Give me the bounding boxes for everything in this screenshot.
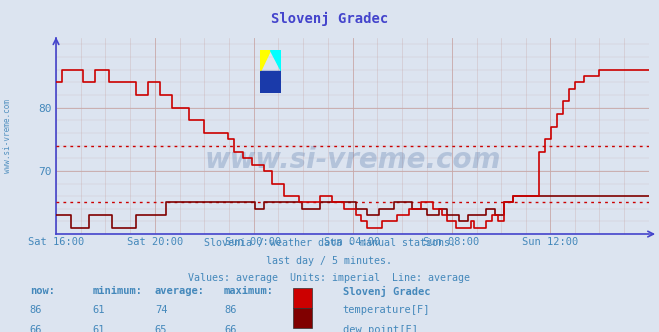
Text: maximum:: maximum: [224, 286, 274, 295]
Text: Slovenj Gradec: Slovenj Gradec [343, 286, 430, 296]
Text: 61: 61 [92, 305, 105, 315]
Text: Slovenj Gradec: Slovenj Gradec [271, 12, 388, 26]
Text: minimum:: minimum: [92, 286, 142, 295]
Text: www.si-vreme.com: www.si-vreme.com [3, 99, 13, 173]
Polygon shape [260, 50, 270, 71]
Text: 65: 65 [155, 325, 167, 332]
Text: Slovenia / weather data - manual stations.: Slovenia / weather data - manual station… [204, 238, 455, 248]
Polygon shape [270, 50, 281, 71]
Text: Values: average  Units: imperial  Line: average: Values: average Units: imperial Line: av… [188, 273, 471, 283]
Text: 74: 74 [155, 305, 167, 315]
Text: dew point[F]: dew point[F] [343, 325, 418, 332]
Text: 66: 66 [224, 325, 237, 332]
Text: now:: now: [30, 286, 55, 295]
Text: 66: 66 [30, 325, 42, 332]
Polygon shape [260, 71, 281, 93]
Text: temperature[F]: temperature[F] [343, 305, 430, 315]
Text: 86: 86 [224, 305, 237, 315]
Text: www.si-vreme.com: www.si-vreme.com [204, 146, 501, 174]
Text: last day / 5 minutes.: last day / 5 minutes. [266, 256, 393, 266]
Text: average:: average: [155, 286, 205, 295]
Text: 61: 61 [92, 325, 105, 332]
Text: 86: 86 [30, 305, 42, 315]
